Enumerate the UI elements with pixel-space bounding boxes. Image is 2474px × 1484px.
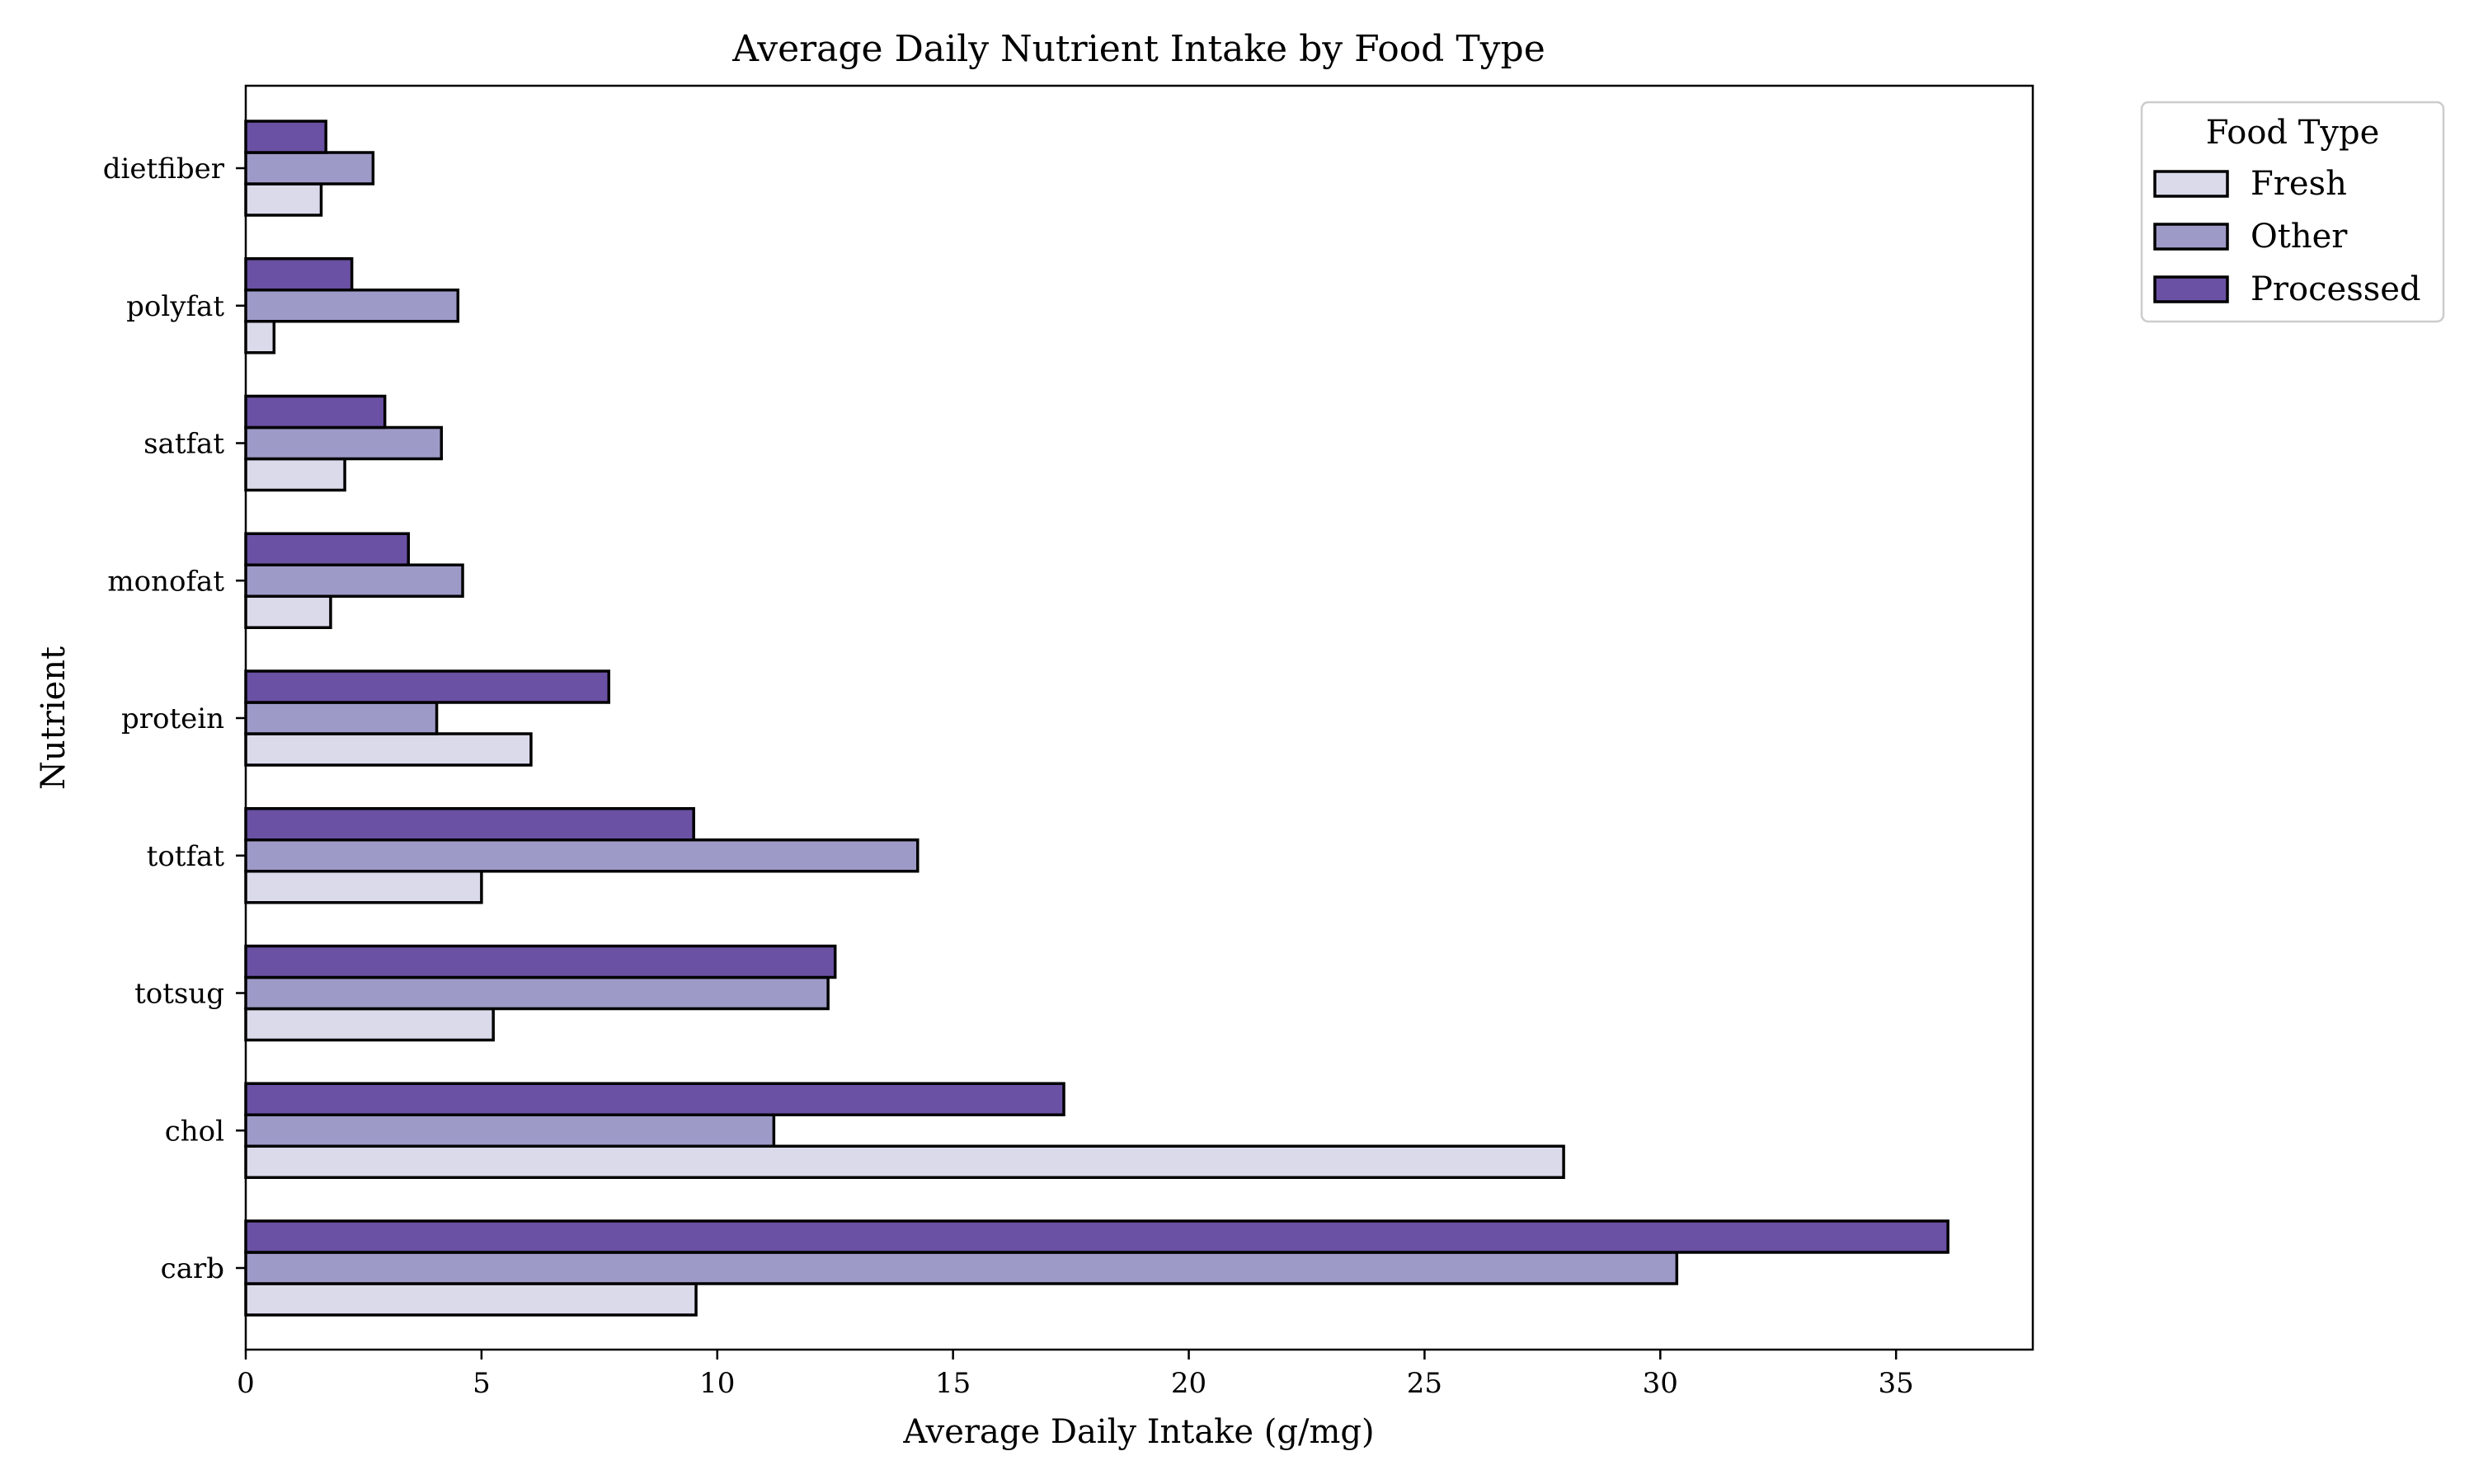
- bar-monofat-processed: [244, 532, 411, 566]
- y-tick-label-satfat: satfat: [143, 428, 224, 461]
- bar-dietfiber-fresh: [244, 182, 323, 217]
- bar-totsug-other: [244, 975, 830, 1011]
- y-tick-label-monofat: monofat: [107, 565, 224, 598]
- bar-chol-processed: [244, 1082, 1065, 1116]
- bar-totfat-other: [244, 838, 920, 873]
- legend-swatch-processed: [2153, 275, 2229, 303]
- bar-protein-other: [244, 701, 439, 735]
- legend-label-processed: Processed: [2251, 270, 2421, 308]
- y-tick-label-dietfiber: dietfiber: [103, 153, 225, 186]
- bar-satfat-fresh: [244, 457, 346, 492]
- x-tick-label: 20: [1171, 1367, 1206, 1400]
- y-axis: carb chol totsug totfat protein monofat satfat…: [103, 153, 246, 1285]
- y-tick-label-polyfat: polyfat: [126, 290, 224, 323]
- legend-swatch-other: [2153, 223, 2229, 251]
- bar-chol-other: [244, 1113, 776, 1148]
- bar-totfat-fresh: [244, 870, 483, 904]
- bar-protein-fresh: [244, 732, 533, 767]
- x-tick-label: 35: [1879, 1367, 1914, 1400]
- bar-dietfiber-other: [244, 151, 375, 186]
- bar-totsug-fresh: [244, 1007, 495, 1042]
- legend: Food Type Fresh Other Processed: [2140, 101, 2445, 323]
- legend-label-other: Other: [2251, 218, 2348, 256]
- bar-carb-other: [244, 1251, 1679, 1285]
- bar-polyfat-processed: [244, 257, 354, 292]
- bar-satfat-other: [244, 425, 444, 461]
- bar-dietfiber-processed: [244, 120, 327, 154]
- legend-swatch-fresh: [2153, 170, 2229, 198]
- chart-title: Average Daily Nutrient Intake by Food Ty…: [731, 28, 1545, 70]
- y-axis-label: Nutrient: [35, 646, 73, 790]
- x-tick-label: 0: [237, 1367, 255, 1400]
- x-axis: 0 5 10 15 20 25 30 35: [237, 1350, 1914, 1400]
- x-tick-label: 25: [1407, 1367, 1442, 1400]
- bar-polyfat-fresh: [244, 320, 276, 355]
- y-tick-label-totsug: totsug: [134, 978, 224, 1011]
- bar-carb-fresh: [244, 1282, 698, 1317]
- bar-monofat-other: [244, 563, 464, 598]
- bar-polyfat-other: [244, 289, 460, 323]
- x-axis-label: Average Daily Intake (g/mg): [902, 1413, 1374, 1451]
- y-tick-label-totfat: totfat: [147, 840, 225, 873]
- x-tick-label: 10: [699, 1367, 735, 1400]
- bar-carb-processed: [244, 1219, 1950, 1254]
- bar-totfat-processed: [244, 807, 695, 842]
- bars-layer: [244, 120, 1950, 1317]
- y-tick-label-protein: protein: [121, 702, 224, 735]
- y-tick-label-carb: carb: [161, 1252, 224, 1285]
- legend-frame: [2140, 101, 2445, 323]
- y-tick-label-chol: chol: [165, 1115, 224, 1148]
- x-tick-label: 30: [1643, 1367, 1678, 1400]
- x-tick-label: 15: [935, 1367, 971, 1400]
- bar-protein-processed: [244, 669, 611, 704]
- bar-totsug-processed: [244, 944, 837, 979]
- legend-label-fresh: Fresh: [2251, 165, 2347, 203]
- legend-title: Food Type: [2206, 114, 2380, 152]
- legend-items: Fresh Other Processed: [2153, 165, 2421, 308]
- bar-chol-fresh: [244, 1144, 1565, 1179]
- x-tick-label: 5: [473, 1367, 491, 1400]
- bar-monofat-fresh: [244, 594, 332, 629]
- bar-satfat-processed: [244, 394, 387, 430]
